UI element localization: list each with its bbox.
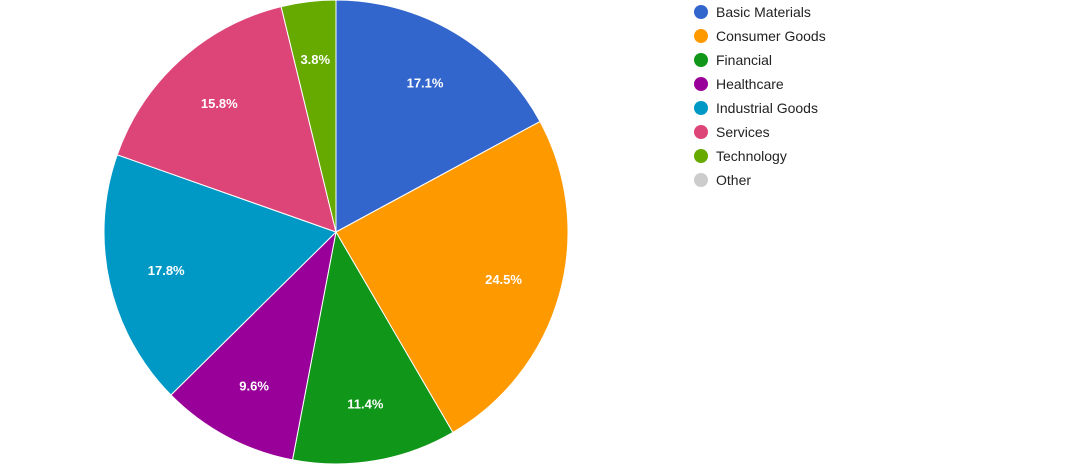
pie-slice-industrial-goods[interactable] (103, 154, 337, 396)
slice-label-services: 15.8% (201, 96, 238, 111)
legend-label-healthcare: Healthcare (716, 76, 784, 92)
pie-slice-healthcare[interactable] (170, 230, 337, 461)
legend-item-technology[interactable]: Technology (694, 144, 826, 168)
pie-slice-consumer-goods[interactable] (335, 120, 569, 434)
legend-swatch-technology (694, 149, 708, 163)
legend-label-basic-materials: Basic Materials (716, 4, 811, 20)
pie-chart: 17.1% 24.5% 11.4% 9.6% 17.8% 15.8% 3.8% (103, 0, 569, 464)
legend-label-technology: Technology (716, 148, 787, 164)
slice-label-basic-materials: 17.1% (407, 76, 444, 91)
legend-swatch-basic-materials (694, 5, 708, 19)
slice-label-technology: 3.8% (300, 52, 330, 67)
pie-slice-financial[interactable] (291, 230, 454, 464)
legend-label-consumer-goods: Consumer Goods (716, 28, 826, 44)
legend-swatch-services (694, 125, 708, 139)
legend-swatch-consumer-goods (694, 29, 708, 43)
legend-item-industrial-goods[interactable]: Industrial Goods (694, 96, 826, 120)
legend-label-services: Services (716, 124, 770, 140)
legend-swatch-industrial-goods (694, 101, 708, 115)
slice-label-consumer-goods: 24.5% (485, 272, 522, 287)
legend-item-consumer-goods[interactable]: Consumer Goods (694, 24, 826, 48)
chart-legend: Basic Materials Consumer Goods Financial He… (694, 0, 826, 192)
pie-slice-services[interactable] (116, 5, 337, 233)
legend-swatch-other (694, 173, 708, 187)
legend-label-other: Other (716, 172, 752, 188)
slice-label-industrial-goods: 17.8% (148, 263, 185, 278)
legend-swatch-financial (694, 53, 708, 67)
slice-label-financial: 11.4% (347, 397, 384, 412)
legend-item-services[interactable]: Services (694, 120, 826, 144)
legend-label-industrial-goods: Industrial Goods (716, 100, 818, 116)
legend-item-healthcare[interactable]: Healthcare (694, 72, 826, 96)
legend-item-other[interactable]: Other (694, 168, 826, 192)
pie-slice-basic-materials[interactable] (335, 0, 541, 233)
slice-label-healthcare: 9.6% (239, 379, 269, 394)
pie-slice-technology[interactable] (280, 0, 337, 233)
legend-label-financial: Financial (716, 52, 773, 68)
legend-item-basic-materials[interactable]: Basic Materials (694, 0, 826, 24)
legend-swatch-healthcare (694, 77, 708, 91)
legend-item-financial[interactable]: Financial (694, 48, 826, 72)
